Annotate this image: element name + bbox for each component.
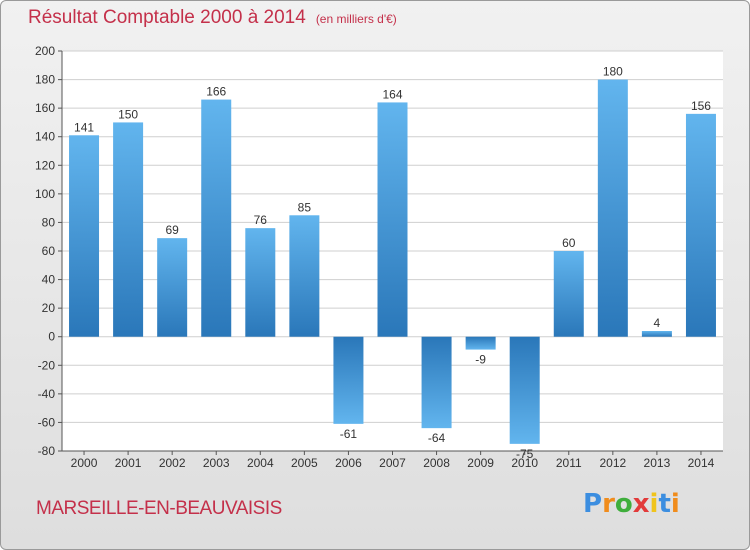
data-label: -64	[428, 431, 446, 445]
bar-2003	[201, 99, 232, 337]
logo-letter: x	[632, 489, 650, 519]
x-tick-label: 2012	[599, 456, 626, 470]
logo-letter: P	[583, 489, 603, 519]
bar-2002	[157, 238, 188, 337]
logo-letter: t	[658, 489, 671, 519]
bar-2005	[289, 215, 320, 337]
x-tick-label: 2008	[423, 456, 450, 470]
x-tick-label: 2013	[644, 456, 671, 470]
data-label: 85	[298, 200, 312, 214]
bar-2004	[245, 228, 276, 337]
y-tick-label: -20	[38, 358, 56, 372]
logo-letter: i	[670, 489, 680, 519]
data-label: 156	[691, 99, 711, 113]
x-tick-label: 2007	[379, 456, 406, 470]
bar-2007	[377, 102, 408, 337]
x-tick-label: 2011	[556, 456, 582, 470]
chart-title-row: Résultat Comptable 2000 à 2014 (en millie…	[28, 7, 397, 29]
x-tick-label: 2009	[467, 456, 494, 470]
x-tick-label: 2001	[115, 456, 142, 470]
y-tick-label: 200	[35, 44, 55, 58]
x-tick-label: 2010	[511, 456, 538, 470]
x-tick-label: 2006	[335, 456, 362, 470]
y-tick-label: 160	[35, 101, 55, 115]
chart-title: Résultat Comptable 2000 à 2014	[28, 7, 306, 28]
logo-letter: o	[614, 489, 633, 519]
y-tick-label: 20	[42, 301, 56, 315]
bar-2001	[113, 122, 144, 337]
y-tick-label: 40	[42, 273, 56, 287]
bar-2009	[465, 336, 496, 350]
x-tick-label: 2000	[71, 456, 98, 470]
y-tick-label: 60	[42, 244, 56, 258]
y-tick-label: 80	[42, 215, 56, 229]
proxiti-logo: Proxiti	[583, 489, 680, 519]
data-label: 164	[382, 87, 402, 101]
data-label: 166	[206, 85, 226, 99]
x-tick-label: 2004	[247, 456, 274, 470]
bar-2008	[421, 336, 452, 429]
y-tick-label: -60	[38, 415, 56, 429]
y-tick-label: 180	[35, 73, 55, 87]
x-tick-label: 2002	[159, 456, 186, 470]
bar-2000	[69, 135, 100, 337]
data-label: -61	[340, 427, 358, 441]
y-tick-label: 140	[35, 130, 55, 144]
bar-2012	[597, 79, 628, 337]
y-tick-label: -80	[38, 444, 56, 458]
logo-letter: i	[649, 489, 659, 519]
data-label: 180	[603, 65, 623, 79]
bar-2006	[333, 336, 364, 424]
logo-letter: r	[602, 489, 615, 519]
city-name: MARSEILLE-EN-BEAUVAISIS	[36, 498, 282, 519]
data-label: -9	[475, 353, 486, 367]
x-tick-label: 2005	[291, 456, 318, 470]
data-label: 60	[562, 236, 576, 250]
data-label: 150	[118, 107, 138, 121]
y-tick-label: -40	[38, 387, 56, 401]
bar-2010	[509, 336, 540, 444]
y-tick-label: 0	[48, 330, 55, 344]
y-tick-label: 120	[35, 158, 55, 172]
bar-2011	[553, 251, 584, 337]
x-tick-label: 2014	[688, 456, 715, 470]
data-label: 141	[74, 120, 94, 134]
bar-2013	[641, 331, 672, 337]
y-tick-label: 100	[35, 187, 55, 201]
x-tick-label: 2003	[203, 456, 230, 470]
data-label: 76	[254, 213, 268, 227]
data-label: 4	[654, 316, 661, 330]
chart-unit-note: (en milliers d'€)	[315, 12, 397, 26]
data-label: 69	[165, 223, 179, 237]
bar-2014	[685, 113, 716, 337]
